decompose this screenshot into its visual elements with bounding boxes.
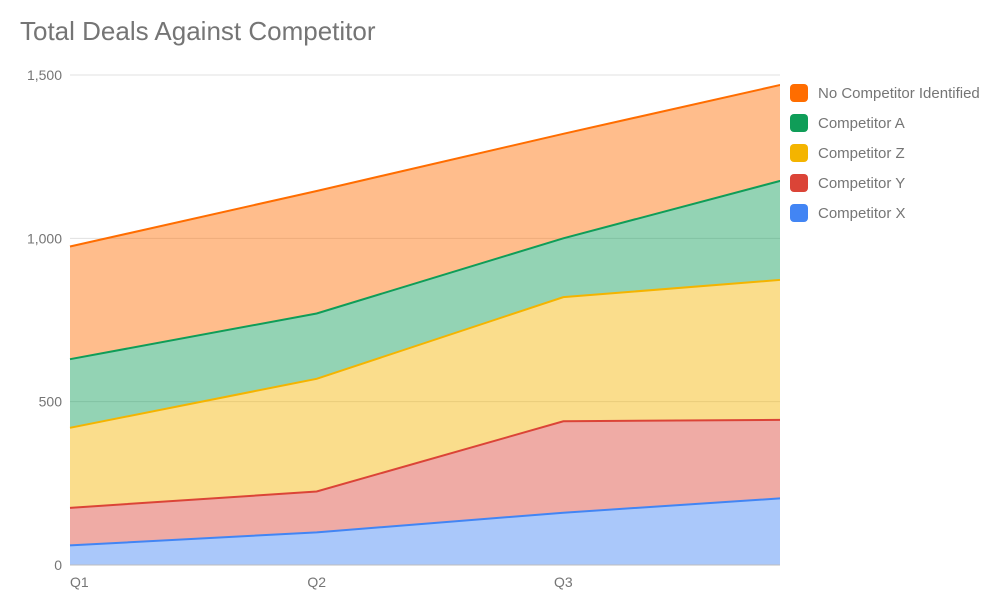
legend-label: Competitor Z bbox=[818, 145, 905, 162]
chart-svg: 05001,0001,500Q1Q2Q3Q4 bbox=[20, 60, 780, 600]
y-axis-label: 0 bbox=[54, 557, 62, 573]
legend-label: Competitor X bbox=[818, 205, 906, 222]
chart-plot-area: 05001,0001,500Q1Q2Q3Q4 bbox=[20, 60, 780, 605]
legend-label: No Competitor Identified bbox=[818, 85, 980, 102]
legend-item: Competitor Z bbox=[790, 138, 980, 168]
x-axis-label: Q2 bbox=[307, 574, 326, 590]
x-axis-label: Q3 bbox=[554, 574, 573, 590]
legend-item: No Competitor Identified bbox=[790, 78, 980, 108]
chart-container: Total Deals Against Competitor 0 500 1,000… bbox=[0, 0, 995, 615]
legend-swatch bbox=[790, 174, 808, 192]
legend-item: Competitor X bbox=[790, 198, 980, 228]
legend-swatch bbox=[790, 204, 808, 222]
y-axis-label: 1,500 bbox=[27, 67, 62, 83]
legend-swatch bbox=[790, 84, 808, 102]
chart-legend: No Competitor Identified Competitor A Comp… bbox=[790, 78, 980, 228]
legend-label: Competitor A bbox=[818, 115, 905, 132]
y-axis-label: 500 bbox=[39, 394, 63, 410]
legend-item: Competitor Y bbox=[790, 168, 980, 198]
y-axis-label: 1,000 bbox=[27, 230, 62, 246]
x-axis-label: Q1 bbox=[70, 574, 89, 590]
legend-swatch bbox=[790, 114, 808, 132]
legend-label: Competitor Y bbox=[818, 175, 905, 192]
legend-item: Competitor A bbox=[790, 108, 980, 138]
legend-swatch bbox=[790, 144, 808, 162]
chart-title: Total Deals Against Competitor bbox=[20, 16, 376, 47]
